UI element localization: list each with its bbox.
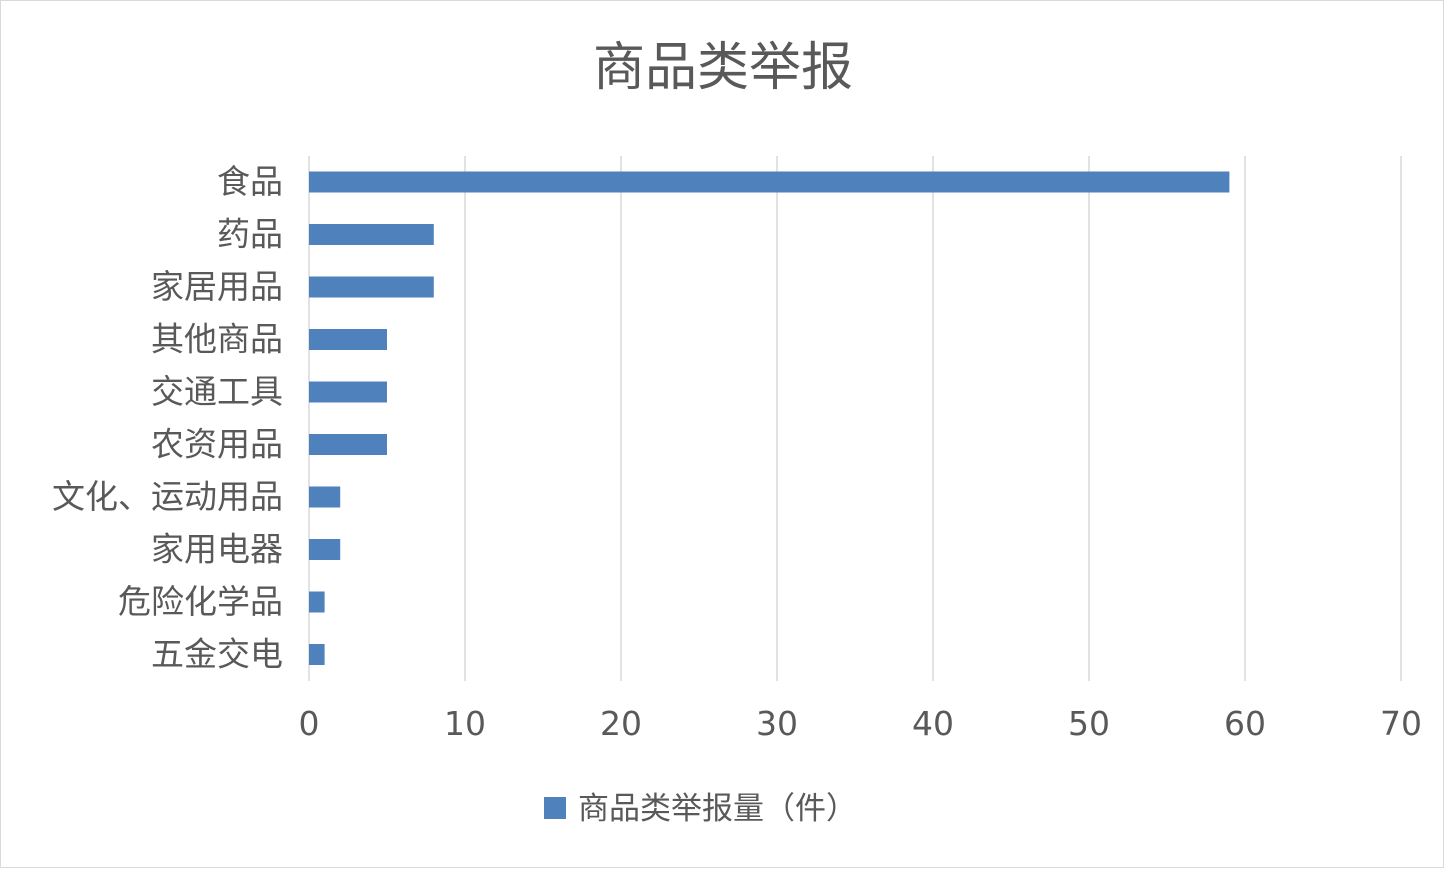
x-tick-label: 50	[1068, 704, 1110, 743]
category-label: 食品	[217, 162, 283, 201]
category-label: 五金交电	[151, 635, 283, 674]
bar	[309, 224, 434, 245]
bar	[309, 591, 325, 613]
legend: 商品类举报量（件）	[544, 791, 857, 827]
x-tick-label: 40	[912, 704, 954, 743]
x-tick-label: 30	[756, 704, 798, 743]
category-label: 家用电器	[151, 530, 283, 569]
bars	[309, 171, 1230, 665]
category-label: 农资用品	[151, 425, 283, 464]
bar	[309, 539, 341, 560]
bar	[309, 434, 387, 455]
category-label: 药品	[217, 215, 283, 254]
legend-label: 商品类举报量（件）	[578, 791, 857, 827]
x-tick-label: 70	[1380, 704, 1422, 743]
x-tick-label: 20	[600, 704, 642, 743]
x-axis-tick-labels: 0 10 20 30 40 50 60 70	[299, 704, 1423, 743]
x-tick-label: 0	[299, 704, 320, 743]
x-tick-label: 60	[1224, 704, 1266, 743]
bar	[309, 276, 434, 298]
category-label: 交通工具	[151, 372, 283, 411]
gridlines	[308, 156, 1402, 681]
bar	[309, 329, 387, 350]
x-tick-label: 10	[444, 704, 486, 743]
category-label: 文化、运动用品	[52, 477, 283, 516]
bar	[309, 644, 325, 665]
category-label: 危险化学品	[118, 582, 283, 621]
category-label: 家居用品	[151, 267, 283, 306]
bar	[309, 381, 387, 403]
category-label: 其他商品	[151, 320, 283, 359]
legend-swatch	[544, 797, 566, 819]
bar	[309, 171, 1230, 193]
bar	[309, 486, 341, 508]
chart-title: 商品类举报	[593, 38, 853, 98]
